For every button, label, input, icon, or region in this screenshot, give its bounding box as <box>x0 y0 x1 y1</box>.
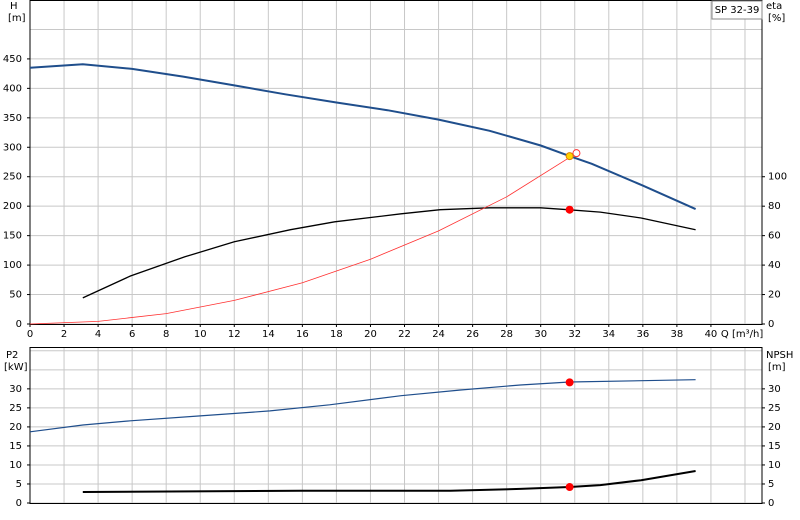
y2-tick-label: 10 <box>768 460 781 471</box>
y2-tick-label: 15 <box>768 441 781 452</box>
y2-axis-label: eta <box>766 1 782 12</box>
duty-point <box>565 205 574 214</box>
y2-tick-label: 0 <box>768 319 774 330</box>
y-axis-unit: [m] <box>8 13 26 24</box>
curve <box>82 470 696 493</box>
y2-tick-label: 80 <box>768 201 781 212</box>
curve <box>29 63 697 211</box>
x-tick-label: 38 <box>671 329 684 340</box>
y2-tick-label: 100 <box>768 172 787 183</box>
x-tick-label: 26 <box>466 329 479 340</box>
y-axis-unit: [kW] <box>4 362 28 373</box>
x-tick-label: 32 <box>568 329 581 340</box>
y2-axis-unit: [m] <box>768 362 786 373</box>
y-tick-label: 0 <box>16 498 22 509</box>
x-axis-label: Q [m³/h] <box>721 329 763 340</box>
x-tick-label: 14 <box>262 329 275 340</box>
x-tick-label: 8 <box>163 329 169 340</box>
x-tick-label: 12 <box>228 329 241 340</box>
y-tick-label: 300 <box>3 142 22 153</box>
y2-tick-label: 5 <box>768 479 774 490</box>
x-tick-label: 10 <box>194 329 207 340</box>
y-tick-label: 150 <box>3 231 22 242</box>
y2-tick-label: 30 <box>768 384 781 395</box>
x-tick-label: 4 <box>95 329 101 340</box>
x-tick-label: 28 <box>500 329 513 340</box>
y-tick-label: 100 <box>3 260 22 271</box>
curve <box>82 207 696 299</box>
y2-tick-label: 20 <box>768 422 781 433</box>
y2-tick-label: 0 <box>768 498 774 509</box>
x-tick-label: 40 <box>705 329 718 340</box>
x-tick-label: 16 <box>296 329 309 340</box>
x-tick-label: 22 <box>398 329 411 340</box>
y-tick-label: 400 <box>3 83 22 94</box>
plot-frame <box>29 0 763 325</box>
x-tick-label: 34 <box>602 329 615 340</box>
duty-point <box>565 378 574 387</box>
x-tick-label: 30 <box>534 329 547 340</box>
x-tick-label: 18 <box>330 329 343 340</box>
duty-point <box>572 149 581 158</box>
y2-tick-label: 20 <box>768 290 781 301</box>
plot-frame <box>29 347 763 504</box>
y2-tick-label: 40 <box>768 260 781 271</box>
y2-tick-label: 60 <box>768 231 781 242</box>
y-tick-label: 30 <box>9 384 22 395</box>
y2-axis-unit: [%] <box>768 13 785 24</box>
y-axis-label: H <box>10 1 18 12</box>
x-tick-label: 36 <box>636 329 649 340</box>
duty-point <box>565 152 574 161</box>
y-tick-label: 25 <box>9 403 22 414</box>
y-axis-label: P2 <box>6 350 18 361</box>
y-tick-label: 200 <box>3 201 22 212</box>
curve <box>29 379 696 433</box>
curve <box>29 152 577 325</box>
y-tick-label: 450 <box>3 54 22 65</box>
y-tick-label: 350 <box>3 113 22 124</box>
x-tick-label: 20 <box>364 329 377 340</box>
x-tick-label: 2 <box>61 329 67 340</box>
y-tick-label: 20 <box>9 422 22 433</box>
title-box <box>711 0 763 20</box>
x-tick-label: 0 <box>27 329 33 340</box>
duty-point <box>565 483 574 492</box>
y2-tick-label: 25 <box>768 403 781 414</box>
x-tick-label: 24 <box>432 329 445 340</box>
y-tick-label: 250 <box>3 172 22 183</box>
chart-title: SP 32-39 <box>715 5 760 16</box>
y2-axis-label: NPSH <box>766 350 793 361</box>
y-tick-label: 50 <box>9 290 22 301</box>
y-tick-label: 10 <box>9 460 22 471</box>
y-tick-label: 15 <box>9 441 22 452</box>
x-tick-label: 6 <box>129 329 135 340</box>
y-tick-label: 5 <box>16 479 22 490</box>
y-tick-label: 0 <box>16 319 22 330</box>
